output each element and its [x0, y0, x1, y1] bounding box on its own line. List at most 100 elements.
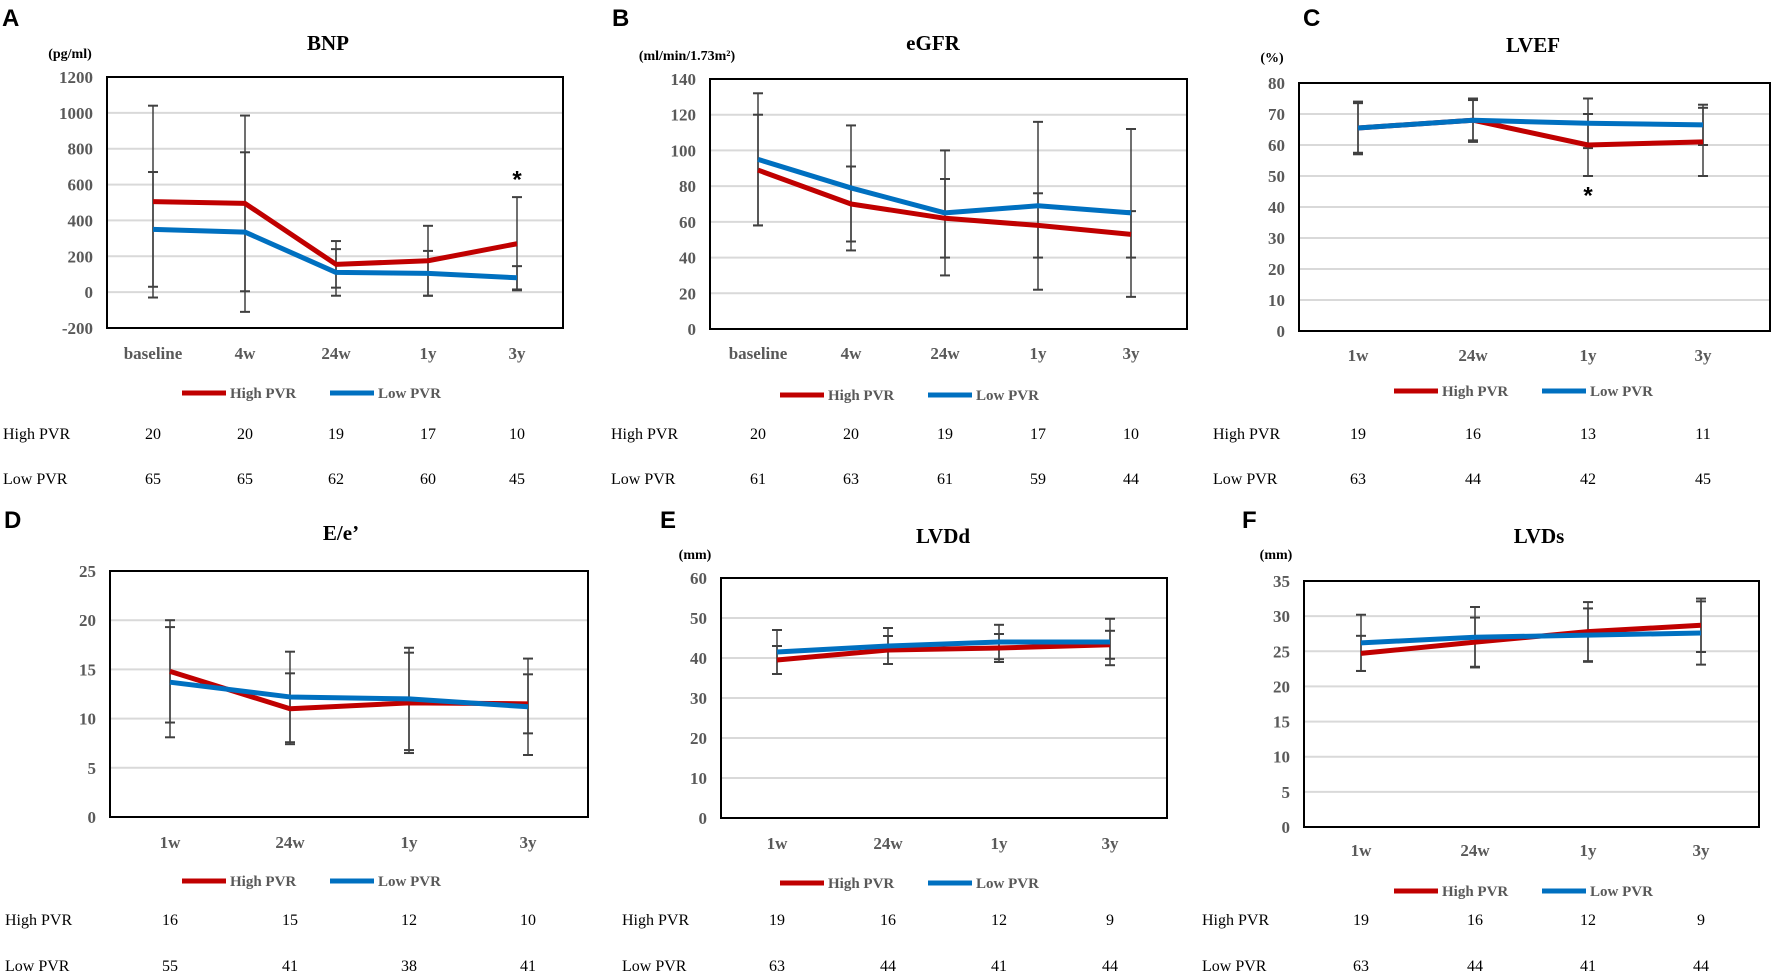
- n-count: 20: [145, 426, 161, 443]
- y-tick-label: 0: [1277, 322, 1286, 341]
- x-tick-label: 1y: [1030, 344, 1048, 363]
- x-tick-label: 24w: [873, 834, 903, 853]
- x-tick-label: 1y: [1580, 841, 1598, 860]
- legend-label-high-pvr: High PVR: [230, 874, 296, 890]
- y-tick-label: 0: [85, 283, 94, 302]
- n-count: 20: [843, 426, 859, 443]
- n-count: 11: [1695, 426, 1710, 443]
- n-count: 63: [769, 958, 785, 975]
- y-tick-label: 20: [1273, 677, 1290, 696]
- x-tick-label: 1w: [1348, 346, 1370, 365]
- series-line-high-pvr: [757, 167, 1132, 237]
- n-count: 12: [1580, 912, 1596, 929]
- n-count: 17: [1030, 426, 1046, 443]
- x-tick-label: 4w: [235, 344, 257, 363]
- y-tick-label: 10: [79, 710, 96, 729]
- x-tick-label: 3y: [520, 833, 538, 852]
- significance-marker: *: [1583, 183, 1593, 210]
- y-tick-label: 70: [1268, 105, 1285, 124]
- y-tick-label: 0: [688, 320, 697, 339]
- legend-label-low-pvr: Low PVR: [976, 388, 1039, 404]
- y-axis-unit: (mm): [1260, 548, 1293, 563]
- legend-label-high-pvr: High PVR: [828, 388, 894, 404]
- y-tick-label: 0: [1282, 818, 1291, 837]
- n-count: 12: [991, 912, 1007, 929]
- y-tick-label: 60: [679, 213, 696, 232]
- x-tick-label: baseline: [729, 344, 788, 363]
- legend-label-low-pvr: Low PVR: [976, 876, 1039, 892]
- y-tick-label: 200: [68, 247, 94, 266]
- plot-frame: [720, 577, 1168, 819]
- legend: High PVR Low PVR: [1394, 884, 1653, 900]
- legend-label-high-pvr: High PVR: [1442, 884, 1508, 900]
- y-tick-label: 25: [79, 562, 96, 581]
- y-tick-label: 5: [1282, 783, 1291, 802]
- panel-letter: A: [2, 5, 19, 32]
- n-count: 10: [520, 912, 536, 929]
- n-count: 45: [1695, 471, 1711, 488]
- chart-title: eGFR: [906, 31, 960, 55]
- n-count: 20: [750, 426, 766, 443]
- n-count: 41: [991, 958, 1007, 975]
- n-count: 61: [750, 471, 766, 488]
- n-count: 65: [237, 471, 253, 488]
- n-count: 19: [769, 912, 785, 929]
- y-tick-label: 30: [1268, 229, 1285, 248]
- legend-label-high-pvr: High PVR: [230, 386, 296, 402]
- legend: High PVR Low PVR: [182, 874, 441, 890]
- y-tick-label: 800: [68, 140, 94, 159]
- chart-title: LVDs: [1514, 524, 1565, 548]
- n-count: 60: [420, 471, 436, 488]
- n-count: 10: [509, 426, 525, 443]
- y-tick-label: 40: [679, 249, 696, 268]
- series-line-low-pvr: [1357, 117, 1704, 131]
- y-axis-unit: (%): [1260, 51, 1284, 66]
- y-tick-label: 50: [1268, 167, 1285, 186]
- n-count: 20: [237, 426, 253, 443]
- y-tick-label: 120: [671, 106, 697, 125]
- y-tick-label: 60: [690, 569, 707, 588]
- y-tick-label: 30: [690, 689, 707, 708]
- y-axis-unit: (ml/min/1.73m²): [639, 49, 736, 64]
- series-line-low-pvr: [757, 156, 1132, 216]
- n-count: 15: [282, 912, 298, 929]
- x-tick-label: 3y: [1102, 834, 1120, 853]
- legend-label-high-pvr: High PVR: [1442, 384, 1508, 400]
- legend: High PVR Low PVR: [780, 388, 1039, 404]
- x-tick-label: 24w: [321, 344, 351, 363]
- n-count: 16: [162, 912, 178, 929]
- panel-c: C LVEF (%) 0 10 20 30 40 50 60 70 80 1w 24w 1y 3y * High …: [1213, 5, 1771, 488]
- y-tick-label: 25: [1273, 642, 1290, 661]
- n-count: 38: [401, 958, 417, 975]
- chart-title: BNP: [307, 31, 349, 55]
- x-tick-label: 3y: [1123, 344, 1141, 363]
- plot-frame: [109, 570, 589, 818]
- y-tick-label: 0: [88, 808, 97, 827]
- n-count: 16: [880, 912, 896, 929]
- panel-a: A BNP (pg/ml) -200 0 200 400 600 800 1000 1200 base…: [2, 5, 564, 488]
- n-row-label: High PVR: [1202, 912, 1269, 929]
- legend: High PVR Low PVR: [780, 876, 1039, 892]
- legend-label-low-pvr: Low PVR: [1590, 884, 1653, 900]
- y-axis-unit: (mm): [679, 548, 712, 563]
- n-count: 44: [1467, 958, 1483, 975]
- n-row-label: High PVR: [1213, 426, 1280, 443]
- series-line-low-pvr: [776, 639, 1110, 655]
- y-tick-label: -200: [62, 319, 93, 338]
- x-tick-label: 4w: [841, 344, 863, 363]
- n-row-label: Low PVR: [5, 958, 70, 975]
- y-tick-label: 80: [1268, 74, 1285, 93]
- n-row-label: High PVR: [611, 426, 678, 443]
- n-row-label: Low PVR: [622, 958, 687, 975]
- chart-title: E/e’: [323, 521, 359, 545]
- x-tick-label: baseline: [124, 344, 183, 363]
- y-tick-label: 20: [690, 729, 707, 748]
- n-count: 44: [1693, 958, 1709, 975]
- n-count: 12: [401, 912, 417, 929]
- n-count: 42: [1580, 471, 1596, 488]
- y-tick-label: 35: [1273, 572, 1290, 591]
- x-tick-label: 1w: [160, 833, 182, 852]
- n-count: 44: [880, 958, 896, 975]
